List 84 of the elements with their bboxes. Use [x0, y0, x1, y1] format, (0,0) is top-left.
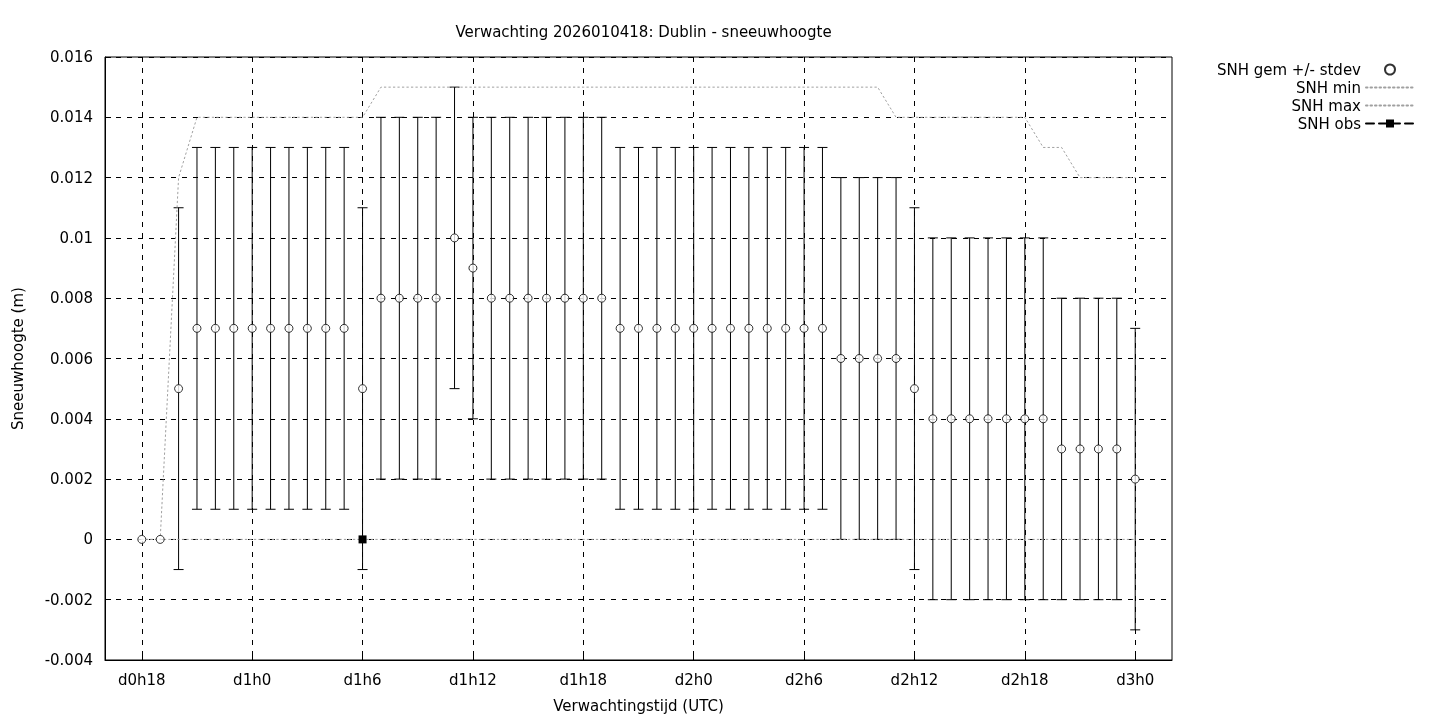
x-tick-label: d2h6: [785, 670, 824, 689]
point: [909, 384, 919, 394]
point: [983, 414, 993, 424]
point: [1093, 444, 1103, 454]
point: [578, 293, 588, 303]
y-tick-label: -0.004: [44, 651, 93, 669]
point: [1112, 444, 1122, 454]
point: [1130, 474, 1140, 484]
point: [358, 384, 368, 394]
chart-title: Verwachting 2026010418: Dublin - sneeuwhoogte: [455, 22, 832, 41]
point: [413, 293, 423, 303]
point: [1020, 414, 1030, 424]
point: [523, 293, 533, 303]
point: [744, 323, 754, 333]
legend-label: SNH gem +/- stdev: [1216, 60, 1362, 79]
y-axis-title: Sneeuwhoogte (m): [8, 287, 27, 430]
legend-label: SNH min: [1295, 78, 1361, 97]
point: [854, 354, 864, 363]
point: [137, 534, 147, 544]
point: [670, 323, 680, 333]
y-tick-label: 0: [83, 530, 93, 549]
point: [284, 323, 294, 333]
point: [1038, 414, 1048, 424]
x-tick-label: d2h18: [1000, 670, 1049, 689]
point: [486, 293, 496, 303]
x-tick-label: d0h18: [117, 670, 166, 689]
point: [707, 323, 717, 333]
point: [836, 354, 846, 363]
point: [376, 293, 386, 303]
point: [358, 535, 367, 544]
y-tick-label: 0.012: [50, 168, 93, 187]
point: [431, 293, 441, 303]
point: [928, 414, 938, 424]
y-tick-label: 0.008: [50, 289, 93, 308]
point: [560, 293, 570, 303]
y-tick-label: -0.002: [44, 590, 93, 609]
point: [1057, 444, 1067, 454]
x-tick-label: d3h0: [1116, 670, 1155, 689]
x-tick-label: d1h6: [343, 670, 382, 689]
point: [634, 323, 643, 333]
point: [247, 323, 257, 333]
point: [615, 323, 625, 333]
x-tick-label: d2h12: [890, 670, 939, 689]
x-tick-label: d1h0: [233, 670, 272, 689]
point: [155, 534, 165, 544]
point: [468, 263, 478, 273]
x-tick-label: d1h12: [449, 670, 497, 689]
point: [652, 323, 662, 333]
point: [891, 354, 901, 363]
legend-label: SNH max: [1291, 96, 1362, 115]
legend-label: SNH obs: [1297, 114, 1362, 133]
point: [174, 384, 184, 394]
point: [689, 323, 699, 333]
point: [725, 323, 735, 333]
point: [799, 323, 809, 333]
point: [965, 414, 975, 424]
point: [505, 293, 515, 303]
point: [192, 323, 202, 333]
y-tick-label: 0.014: [50, 108, 93, 127]
y-tick-label: 0.01: [59, 228, 93, 247]
point: [339, 323, 349, 333]
point: [450, 233, 460, 243]
point: [1075, 444, 1085, 454]
point: [542, 293, 552, 303]
x-axis-title: Verwachtingstijd (UTC): [553, 696, 724, 715]
point: [266, 323, 276, 333]
y-tick-label: 0.016: [50, 48, 93, 66]
point: [210, 323, 220, 333]
y-tick-label: 0.002: [50, 470, 93, 489]
point: [597, 293, 607, 303]
point: [1001, 414, 1011, 424]
point: [817, 323, 827, 333]
y-tick-label: 0.004: [50, 409, 93, 428]
point: [321, 323, 331, 333]
point: [873, 354, 883, 363]
point: [302, 323, 312, 333]
x-tick-label: d1h18: [559, 670, 608, 689]
point: [229, 323, 239, 333]
y-tick-label: 0.006: [50, 349, 93, 368]
point: [762, 323, 772, 333]
point: [781, 323, 791, 333]
point: [394, 293, 404, 303]
x-tick-label: d2h0: [674, 670, 713, 689]
point: [946, 414, 956, 424]
